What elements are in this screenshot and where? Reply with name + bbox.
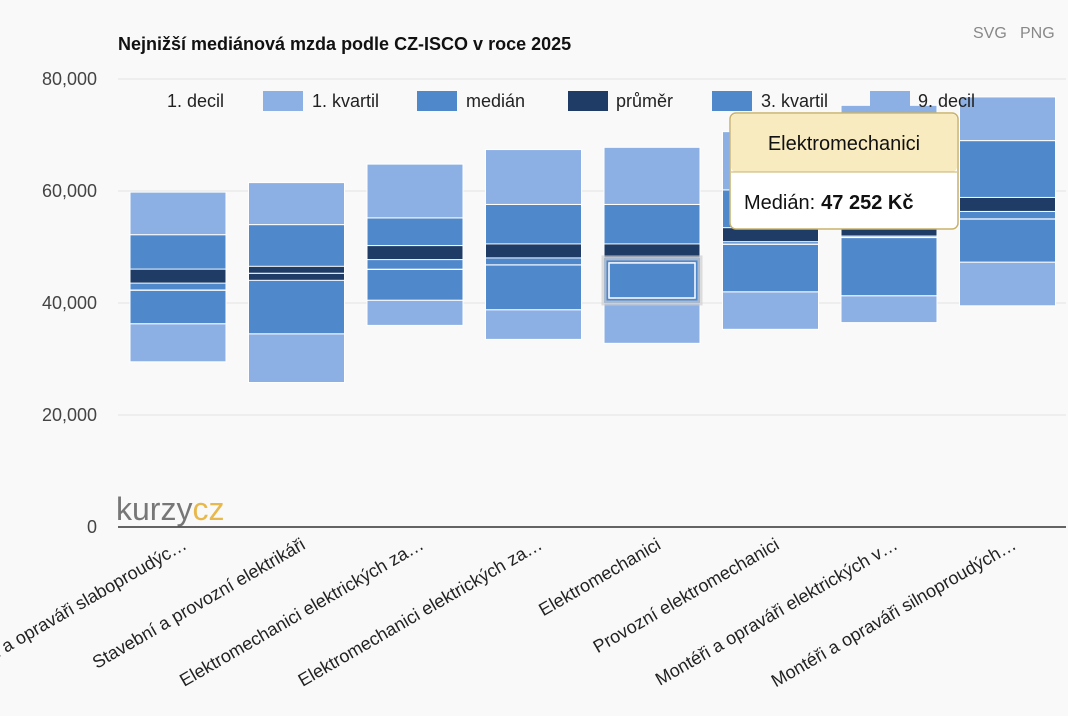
x-tick-label: Elektromechanici elektrických za…: [176, 534, 427, 690]
export-png-button[interactable]: PNG: [1020, 25, 1055, 42]
hover-highlight-inner: [608, 262, 696, 299]
segment-decile-low[interactable]: [722, 291, 819, 330]
mean-marker[interactable]: [959, 196, 1056, 212]
mean-marker[interactable]: [722, 227, 819, 243]
x-axis: Montéři a opraváři slaboproudýc…Stavební…: [0, 534, 1020, 691]
segment-decile-high[interactable]: [366, 163, 464, 219]
bar-group[interactable]: [366, 163, 464, 326]
mean-marker[interactable]: [366, 245, 464, 261]
tooltip-label: Medián:: [744, 192, 815, 214]
legend-item[interactable]: 9. decil: [870, 91, 975, 111]
tooltip-header: [731, 114, 957, 172]
segment-mean-q3[interactable]: [248, 224, 345, 274]
legend-item[interactable]: 1. kvartil: [263, 91, 379, 111]
legend-label: 1. kvartil: [312, 91, 379, 111]
legend-swatch: [417, 91, 457, 111]
tooltip: Elektromechanici Medián: 47 252 Kč: [729, 112, 959, 230]
hover-highlight[interactable]: [601, 255, 703, 306]
segment-quartile-low[interactable]: [248, 272, 345, 335]
y-tick-label: 60,000: [42, 181, 97, 201]
chart-title: Nejnižší mediánová mzda podle CZ-ISCO v …: [118, 34, 571, 54]
mean-marker[interactable]: [485, 243, 582, 259]
segment-decile-high[interactable]: [959, 96, 1056, 142]
segment-quartile-low[interactable]: [959, 218, 1056, 263]
segment-quartile-low[interactable]: [129, 289, 227, 325]
legend-swatch: [870, 91, 910, 111]
segment-quartile-low[interactable]: [840, 236, 938, 297]
x-tick-label: Montéři a opraváři silnoproudých…: [768, 534, 1020, 691]
segment-decile-low[interactable]: [959, 261, 1056, 307]
bar-group[interactable]: [601, 146, 703, 344]
logo-text-cz: cz: [192, 491, 224, 527]
bar-group[interactable]: [248, 182, 345, 384]
kurzy-logo: kurzycz: [116, 491, 224, 527]
legend-label: 3. kvartil: [761, 91, 828, 111]
legend: 1. decil 1. kvartil medián průměr 3. kvartil…: [167, 91, 975, 111]
bar-group[interactable]: [129, 191, 227, 363]
segment-decile-high[interactable]: [248, 182, 345, 226]
legend-item[interactable]: medián: [417, 91, 525, 111]
segment-mean-q3[interactable]: [959, 140, 1056, 205]
logo-text-kurzy: kurzy: [116, 491, 192, 527]
x-tick-label: Elektromechanici elektrických za…: [295, 534, 546, 690]
legend-label: medián: [466, 91, 525, 111]
legend-swatch: [568, 91, 608, 111]
legend-item[interactable]: průměr: [568, 91, 673, 111]
x-tick-label: Provozní elektromechanici: [590, 534, 783, 657]
segment-decile-low[interactable]: [248, 333, 345, 384]
segment-quartile-low[interactable]: [722, 243, 819, 293]
x-tick-label: Stavební a provozní elektrikáři: [89, 534, 309, 672]
x-tick-label: Montéři a opraváři elektrických v…: [652, 534, 901, 689]
segment-decile-low[interactable]: [603, 302, 701, 344]
legend-label: 1. decil: [167, 91, 224, 111]
segment-decile-low[interactable]: [485, 309, 582, 340]
segment-mean-q3[interactable]: [603, 203, 701, 252]
y-tick-label: 40,000: [42, 293, 97, 313]
bar-group[interactable]: [959, 96, 1056, 307]
y-tick-label: 20,000: [42, 405, 97, 425]
segment-decile-low[interactable]: [129, 323, 227, 363]
y-tick-label: 0: [87, 517, 97, 537]
legend-swatch: [712, 91, 752, 111]
segment-quartile-low[interactable]: [485, 264, 582, 311]
tooltip-title: Elektromechanici: [768, 133, 920, 155]
segment-quartile-low[interactable]: [366, 268, 464, 301]
segment-decile-high[interactable]: [485, 149, 582, 205]
bar-group[interactable]: [485, 149, 582, 340]
y-axis: 0 20,000 40,000 60,000 80,000: [42, 69, 1066, 537]
segment-decile-low[interactable]: [366, 299, 464, 326]
legend-swatch: [263, 91, 303, 111]
tooltip-row: Medián: 47 252 Kč: [744, 192, 913, 214]
legend-item[interactable]: 1. decil: [167, 91, 224, 111]
legend-label: 9. decil: [918, 91, 975, 111]
legend-item[interactable]: 3. kvartil: [712, 91, 828, 111]
export-svg-button[interactable]: SVG: [973, 25, 1007, 42]
segment-mean-q3[interactable]: [485, 203, 582, 252]
segment-decile-low[interactable]: [840, 295, 938, 324]
segment-decile-high[interactable]: [603, 146, 701, 205]
mean-marker[interactable]: [129, 268, 227, 284]
tooltip-value: 47 252 Kč: [821, 192, 913, 214]
segment-decile-high[interactable]: [129, 191, 227, 236]
svg-text:kurzycz: kurzycz: [116, 491, 224, 527]
y-tick-label: 80,000: [42, 69, 97, 89]
legend-label: průměr: [616, 91, 673, 111]
